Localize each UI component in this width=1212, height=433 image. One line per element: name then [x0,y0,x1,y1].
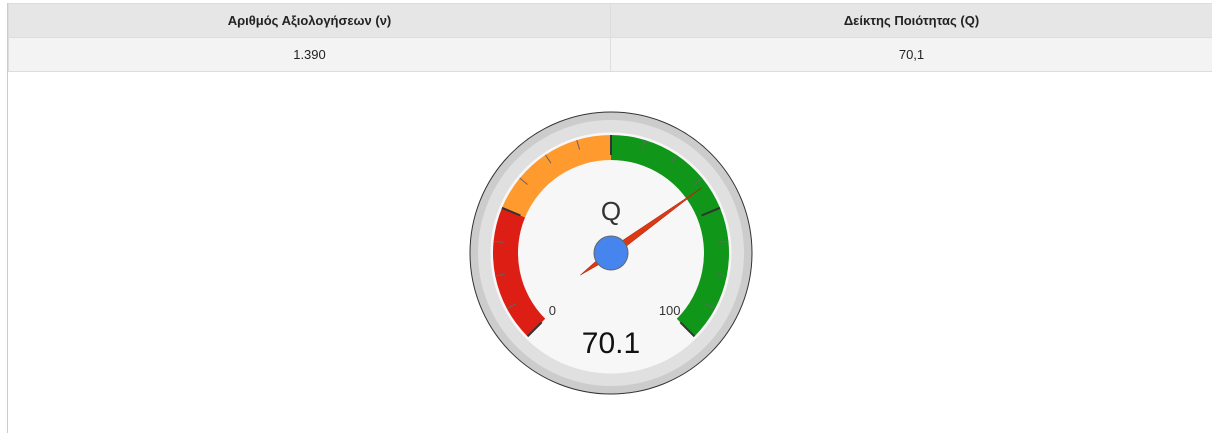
stats-table: Αριθμός Αξιολογήσεων (ν) Δείκτης Ποιότητ… [8,3,1212,72]
major-tick [701,206,721,217]
minor-tick [545,154,552,164]
minor-tick [506,303,516,310]
major-tick [501,206,521,217]
header-cell: Αριθμός Αξιολογήσεων (ν) [8,3,611,38]
panel: Αριθμός Αξιολογήσεων (ν) Δείκτης Ποιότητ… [7,3,1212,433]
data-cell: 1.390 [8,37,611,72]
needle-hub [593,235,629,271]
minor-tick [519,177,528,185]
major-tick [526,321,543,338]
header-cell: Δείκτης Ποιότητας (Q) [610,3,1212,38]
minor-tick [706,303,716,310]
gauge-value: 70.1 [582,327,640,360]
data-row: 1.390 70,1 [8,37,1212,72]
minor-tick [641,139,646,150]
tick-label: 100 [659,303,681,318]
header-row: Αριθμός Αξιολογήσεων (ν) Δείκτης Ποιότητ… [8,3,1212,38]
minor-tick [493,240,504,243]
minor-tick [670,154,677,164]
minor-tick [694,177,703,185]
tick-label: 0 [549,303,556,318]
minor-tick [718,240,729,243]
gauge-band [493,207,546,337]
gauge-band [501,135,611,218]
minor-tick [716,273,727,277]
minor-tick [495,273,506,277]
minor-tick [576,139,581,150]
data-cell: 70,1 [610,37,1212,72]
major-tick [679,321,696,338]
gauge-band [611,135,729,337]
gauge-label: Q [601,196,621,226]
